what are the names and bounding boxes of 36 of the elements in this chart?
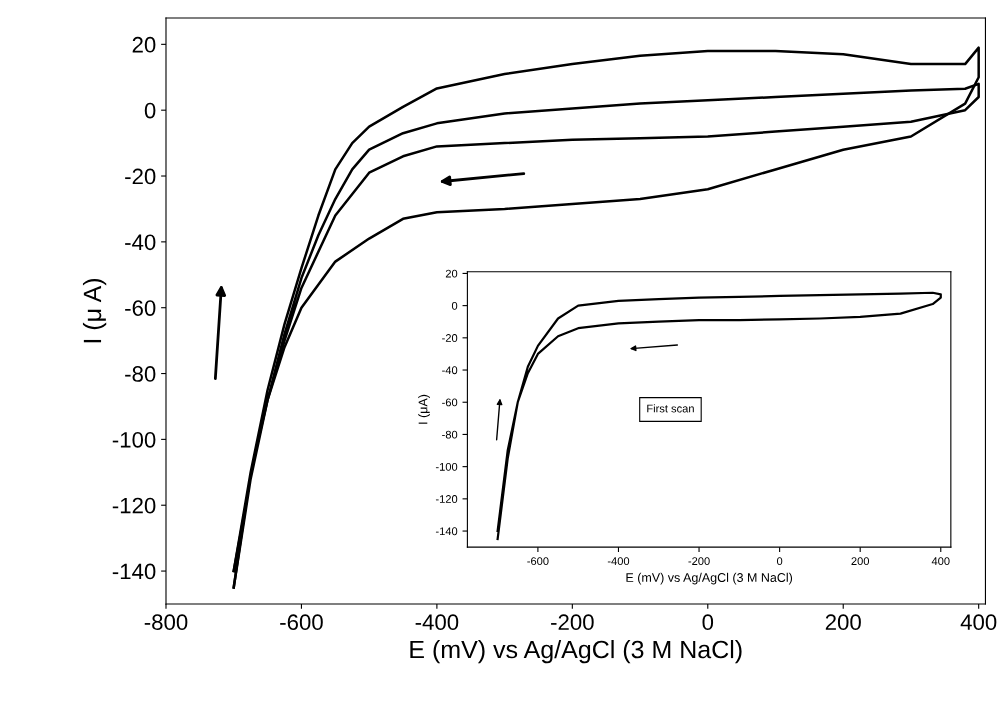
y-tick-label: -140 <box>112 563 156 580</box>
y-tick-label: 20 <box>132 36 156 53</box>
x-tick-label: -200 <box>551 614 594 631</box>
y-tick-label: 20 <box>445 269 458 278</box>
x-tick-label: -400 <box>415 614 459 631</box>
y-tick-label: -20 <box>442 334 458 342</box>
y-tick-label: -40 <box>442 366 458 375</box>
x-tick-label: 0 <box>702 614 714 631</box>
x-axis-title: E (mV) vs Ag/AgCl (3 M NaCl) <box>410 639 742 664</box>
y-tick-label: -100 <box>435 462 458 471</box>
x-tick-label: 400 <box>931 557 950 566</box>
annotation: First scan <box>647 404 694 413</box>
y-tick-label: -120 <box>112 497 156 514</box>
y-tick-label: -120 <box>435 495 458 503</box>
x-tick-label: -200 <box>688 557 710 566</box>
y-tick-label: -20 <box>125 168 156 185</box>
x-tick-label: -800 <box>144 614 188 631</box>
x-tick-label: 200 <box>825 614 861 631</box>
x-tick-label: 200 <box>851 557 870 566</box>
x-tick-label: -400 <box>607 557 630 566</box>
y-tick-label: -60 <box>442 398 458 407</box>
y-tick-label: -80 <box>442 430 458 439</box>
x-tick-label: -600 <box>280 614 323 631</box>
x-tick-label: -600 <box>527 557 549 566</box>
y-tick-label: -80 <box>125 366 156 382</box>
y-tick-label: -140 <box>435 527 458 536</box>
y-axis-title: I (μA) <box>418 394 430 424</box>
y-tick-label: 0 <box>451 301 458 310</box>
x-tick-label: 400 <box>960 614 997 631</box>
y-tick-label: -60 <box>125 300 156 316</box>
y-axis-title: I (μ A) <box>82 278 107 343</box>
x-tick-label: 0 <box>776 557 783 566</box>
y-tick-label: 0 <box>144 102 156 119</box>
y-tick-label: -40 <box>125 234 156 251</box>
x-axis-title: E (mV) vs Ag/AgCl (3 M NaCl) <box>626 572 793 585</box>
y-tick-label: -100 <box>112 431 156 448</box>
